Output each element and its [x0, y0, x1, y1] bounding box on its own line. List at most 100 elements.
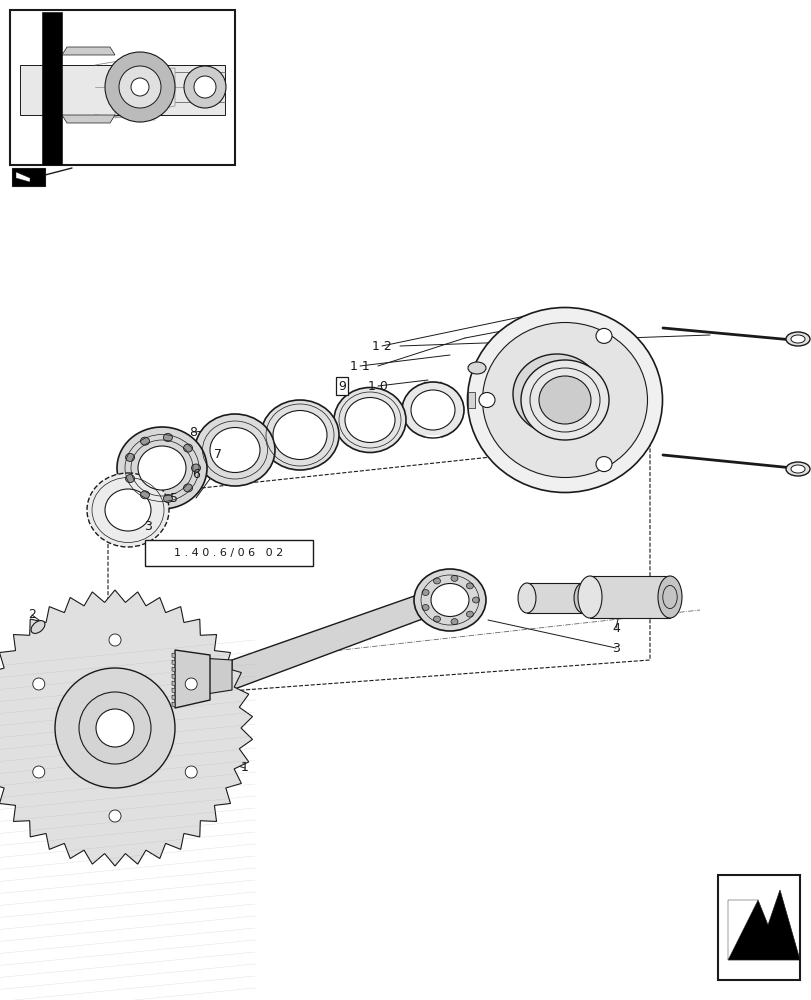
Polygon shape: [200, 658, 232, 695]
Ellipse shape: [467, 308, 662, 492]
Ellipse shape: [185, 766, 197, 778]
Ellipse shape: [131, 78, 148, 96]
Ellipse shape: [184, 66, 225, 108]
Ellipse shape: [105, 489, 151, 531]
Polygon shape: [232, 580, 460, 690]
Text: 1: 1: [241, 761, 249, 774]
Polygon shape: [175, 650, 210, 708]
Text: 9: 9: [337, 379, 345, 392]
Bar: [717, 875, 799, 980]
Ellipse shape: [467, 362, 486, 374]
Polygon shape: [467, 392, 474, 408]
Ellipse shape: [140, 491, 149, 499]
Polygon shape: [172, 660, 175, 665]
Ellipse shape: [272, 410, 327, 460]
Ellipse shape: [163, 433, 172, 441]
Polygon shape: [172, 674, 175, 679]
Ellipse shape: [260, 400, 338, 470]
Ellipse shape: [595, 457, 611, 472]
Text: 4: 4: [611, 621, 619, 635]
Ellipse shape: [450, 575, 457, 581]
Ellipse shape: [472, 597, 479, 603]
Ellipse shape: [657, 576, 681, 618]
Text: 1 2: 1 2: [371, 340, 392, 353]
Ellipse shape: [79, 692, 151, 764]
Ellipse shape: [183, 484, 192, 492]
Ellipse shape: [210, 428, 260, 473]
Ellipse shape: [539, 376, 590, 424]
Polygon shape: [12, 168, 45, 186]
Bar: [145, 540, 312, 566]
Ellipse shape: [119, 66, 161, 108]
Ellipse shape: [433, 616, 440, 622]
Polygon shape: [0, 590, 252, 866]
Polygon shape: [20, 65, 225, 115]
Text: 1 1: 1 1: [350, 360, 370, 372]
Ellipse shape: [105, 52, 175, 122]
Ellipse shape: [478, 392, 495, 408]
Ellipse shape: [517, 583, 535, 613]
Ellipse shape: [87, 473, 169, 547]
Ellipse shape: [163, 495, 172, 503]
Ellipse shape: [790, 335, 804, 343]
Ellipse shape: [109, 634, 121, 646]
Ellipse shape: [433, 578, 440, 584]
Ellipse shape: [422, 605, 428, 611]
Ellipse shape: [194, 76, 216, 98]
Text: 8: 8: [189, 426, 197, 438]
Ellipse shape: [32, 766, 45, 778]
Ellipse shape: [785, 462, 809, 476]
Polygon shape: [172, 702, 175, 707]
Ellipse shape: [126, 475, 135, 483]
Ellipse shape: [345, 397, 394, 442]
Ellipse shape: [431, 584, 469, 616]
Polygon shape: [526, 583, 582, 613]
Polygon shape: [172, 681, 175, 686]
Text: 7: 7: [214, 448, 221, 462]
Text: 1 . 4 0 . 6 / 0 6   0 2: 1 . 4 0 . 6 / 0 6 0 2: [174, 548, 283, 558]
Ellipse shape: [521, 360, 608, 440]
Ellipse shape: [513, 354, 600, 434]
Polygon shape: [590, 576, 669, 618]
Ellipse shape: [31, 621, 45, 633]
Text: 3: 3: [144, 520, 152, 532]
Ellipse shape: [333, 387, 406, 452]
Ellipse shape: [183, 444, 192, 452]
Ellipse shape: [573, 583, 591, 613]
Ellipse shape: [191, 464, 200, 472]
Ellipse shape: [117, 427, 207, 509]
Ellipse shape: [109, 810, 121, 822]
Ellipse shape: [195, 414, 275, 486]
Ellipse shape: [410, 390, 454, 430]
Ellipse shape: [185, 678, 197, 690]
Ellipse shape: [55, 668, 175, 788]
Ellipse shape: [450, 619, 457, 625]
Polygon shape: [62, 115, 115, 123]
Ellipse shape: [466, 583, 473, 589]
Ellipse shape: [96, 709, 134, 747]
Text: 3: 3: [611, 642, 619, 654]
Text: 1 0: 1 0: [367, 379, 388, 392]
Text: 2: 2: [28, 608, 36, 621]
Ellipse shape: [126, 453, 135, 461]
Ellipse shape: [482, 322, 646, 478]
Polygon shape: [172, 688, 175, 693]
Ellipse shape: [466, 611, 473, 617]
Ellipse shape: [138, 446, 186, 490]
Polygon shape: [62, 47, 115, 55]
Polygon shape: [727, 900, 757, 960]
Polygon shape: [172, 695, 175, 700]
Polygon shape: [727, 890, 799, 960]
Polygon shape: [172, 653, 175, 658]
Ellipse shape: [785, 332, 809, 346]
Ellipse shape: [32, 678, 45, 690]
Ellipse shape: [577, 576, 601, 618]
Ellipse shape: [140, 437, 149, 445]
Ellipse shape: [422, 589, 428, 595]
Bar: [10, 10, 234, 165]
Text: 6: 6: [192, 468, 200, 482]
Polygon shape: [42, 12, 62, 165]
Polygon shape: [16, 172, 30, 182]
Text: 5: 5: [169, 491, 178, 504]
Ellipse shape: [414, 569, 486, 631]
